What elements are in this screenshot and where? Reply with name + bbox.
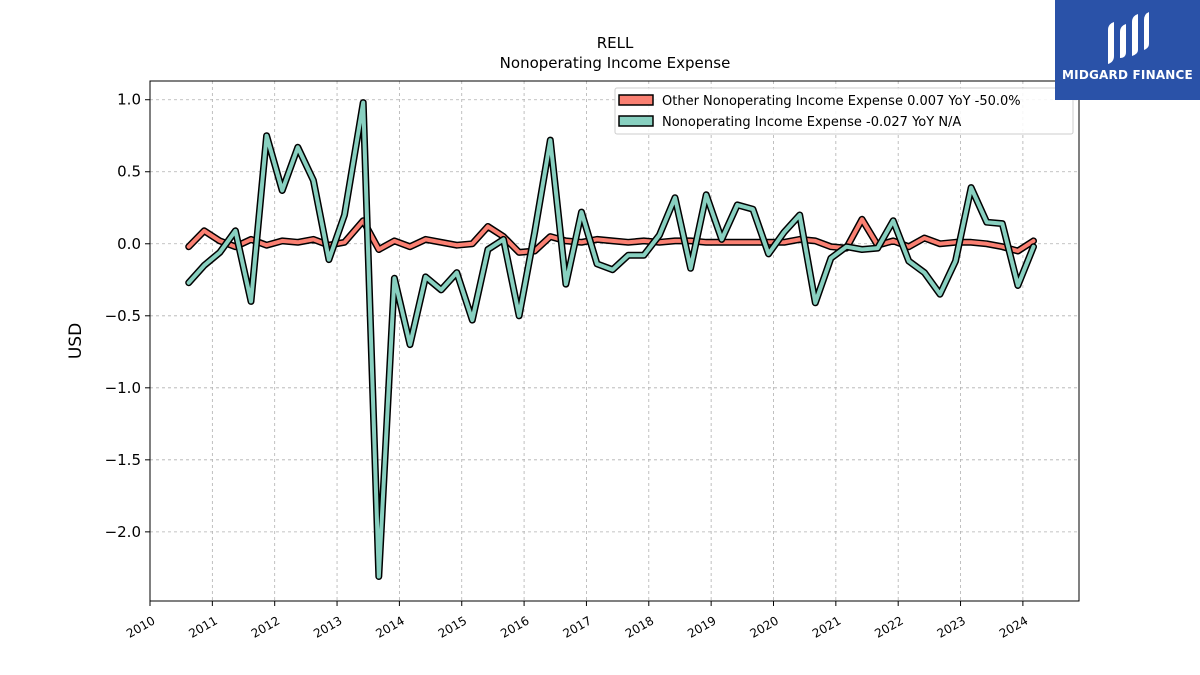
x-tick-label: 2023: [935, 613, 968, 640]
chart-subtitle: Nonoperating Income Expense: [500, 54, 731, 72]
y-tick-label: 0.0: [117, 235, 141, 253]
y-tick-label: −1.0: [105, 379, 141, 397]
chart-title: RELL: [597, 34, 634, 52]
x-tick-label: 2013: [311, 613, 344, 640]
x-tick-label: 2010: [124, 613, 157, 640]
brand-name: MIDGARD FINANCE: [1062, 68, 1193, 82]
grid-lines: [149, 81, 1079, 601]
x-tick-label: 2012: [249, 613, 282, 640]
legend-swatch: [618, 94, 654, 106]
x-tick-label: 2022: [872, 613, 905, 640]
x-tick-label: 2018: [623, 613, 656, 640]
legend: Other Nonoperating Income Expense 0.007 …: [614, 87, 1074, 135]
y-tick-label: −1.5: [105, 451, 141, 469]
legend-box: [614, 87, 1074, 135]
legend-label: Nonoperating Income Expense -0.027 YoY N…: [662, 115, 961, 130]
series-lines: [185, 99, 1037, 580]
x-tick-label: 2014: [373, 613, 406, 640]
y-tick-label: −2.0: [105, 523, 141, 541]
legend-swatch: [618, 115, 654, 127]
x-tick-label: 2020: [748, 613, 781, 640]
x-tick-label: 2016: [498, 613, 531, 640]
plot-frame: [149, 80, 1080, 602]
midgard-logo-icon: [1108, 12, 1149, 64]
y-axis: 1.0 0.5 0.0 −0.5 −1.0 −1.5 −2.0: [105, 91, 150, 541]
y-axis-label: USD: [66, 323, 86, 359]
legend-label: Other Nonoperating Income Expense 0.007 …: [662, 94, 1021, 109]
y-tick-label: 1.0: [117, 91, 141, 109]
x-tick-label: 2011: [186, 613, 219, 640]
x-tick-label: 2015: [436, 613, 469, 640]
x-tick-label: 2019: [685, 613, 718, 640]
x-tick-label: 2024: [997, 613, 1030, 640]
x-tick-label: 2021: [810, 613, 843, 640]
x-tick-label: 2017: [560, 613, 593, 640]
y-tick-label: 0.5: [117, 163, 141, 181]
series-outline-2: [185, 99, 1037, 580]
series-line-2: [186, 100, 1036, 579]
y-tick-label: −0.5: [105, 307, 141, 325]
x-axis: 2010 2011 2012 2013 2014 2015 2016 2017 2018 2019…: [124, 601, 1030, 641]
brand-logo: MIDGARD FINANCE: [1055, 0, 1200, 100]
